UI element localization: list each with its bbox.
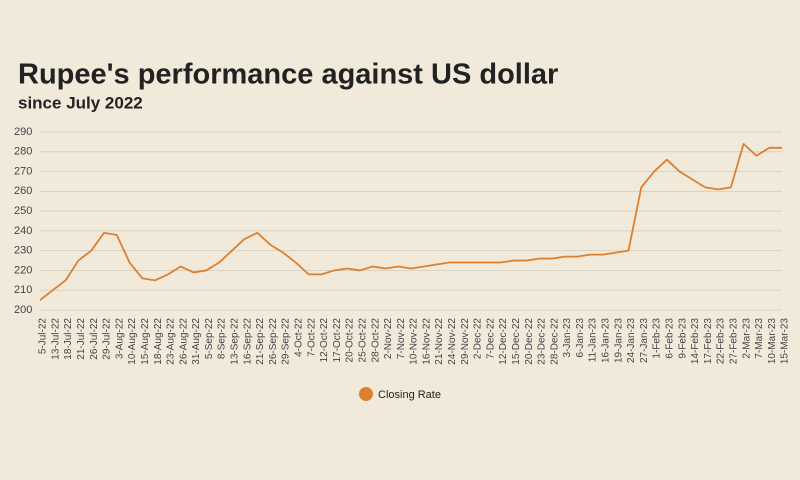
y-tick-label: 240 [14,225,32,237]
x-tick-label: 20-Dec-22 [524,318,535,365]
x-tick-label: 5-Jul-22 [38,318,49,355]
x-tick-label: 25-Oct-22 [357,318,368,363]
x-tick-label: 24-Nov-22 [447,318,458,365]
y-tick-label: 200 [14,304,32,316]
y-tick-label: 290 [14,126,32,138]
x-tick-label: 26-Aug-22 [178,318,189,365]
x-tick-label: 22-Feb-23 [716,318,727,365]
x-tick-label: 15-Mar-23 [780,318,791,365]
y-tick-label: 220 [14,264,32,276]
x-tick-label: 3-Aug-22 [114,318,125,360]
y-tick-label: 250 [14,205,32,217]
x-tick-label: 20-Oct-22 [345,318,356,363]
x-tick-label: 21-Jul-22 [76,318,87,360]
x-tick-label: 7-Dec-22 [485,318,496,360]
x-tick-label: 18-Aug-22 [153,318,164,365]
x-tick-label: 19-Jan-23 [613,318,624,363]
x-tick-label: 23-Aug-22 [166,318,177,365]
x-tick-label: 12-Dec-22 [498,318,509,365]
x-tick-label: 13-Jul-22 [50,318,61,360]
x-tick-label: 10-Nov-22 [409,318,420,365]
x-tick-label: 28-Oct-22 [370,318,381,363]
x-tick-label: 13-Sep-22 [230,318,241,365]
chart-title: Rupee's performance against US dollar [18,59,558,91]
x-tick-label: 21-Sep-22 [255,318,266,365]
x-tick-label: 26-Jul-22 [89,318,100,360]
x-tick-label: 21-Nov-22 [434,318,445,365]
x-tick-label: 11-Jan-23 [588,318,599,363]
x-tick-label: 12-Oct-22 [319,318,330,363]
x-tick-label: 17-Feb-23 [703,318,714,365]
x-tick-label: 4-Oct-22 [294,318,305,357]
x-tick-label: 2-Dec-22 [473,318,484,360]
x-tick-label: 15-Dec-22 [511,318,522,365]
x-tick-label: 16-Nov-22 [421,318,432,365]
x-tick-label: 27-Feb-23 [728,318,739,365]
x-tick-label: 2-Mar-23 [741,318,752,359]
x-tick-label: 7-Nov-22 [396,318,407,360]
x-tick-label: 10-Mar-23 [767,318,778,365]
y-tick-label: 210 [14,284,32,296]
y-tick-label: 260 [14,185,32,197]
x-tick-label: 8-Sep-22 [217,318,228,360]
x-tick-label: 28-Dec-22 [549,318,560,365]
legend-marker [359,387,373,401]
x-tick-label: 24-Jan-23 [626,318,637,363]
x-tick-label: 16-Jan-23 [601,318,612,363]
x-tick-label: 27-Jan-23 [639,318,650,363]
x-tick-label: 31-Aug-22 [191,318,202,365]
x-tick-label: 17-Oct-22 [332,318,343,363]
x-tick-label: 7-Mar-23 [754,318,765,359]
x-tick-label: 7-Oct-22 [306,318,317,357]
x-tick-label: 23-Dec-22 [537,318,548,365]
x-tick-label: 2-Nov-22 [383,318,394,360]
x-tick-label: 29-Jul-22 [102,318,113,360]
x-tick-label: 1-Feb-23 [652,318,663,359]
data-line [39,142,782,301]
x-tick-label: 9-Feb-23 [677,318,688,359]
chart-subtitle: since July 2022 [18,93,143,112]
x-tick-label: 15-Aug-22 [140,318,151,365]
legend-label: Closing Rate [378,389,441,401]
x-tick-label: 10-Aug-22 [127,318,138,365]
x-tick-label: 16-Sep-22 [242,318,253,365]
x-tick-label: 6-Jan-23 [575,318,586,358]
y-tick-label: 280 [14,146,32,158]
y-tick-label: 270 [14,165,32,177]
x-tick-label: 6-Feb-23 [665,318,676,359]
y-tick-label: 230 [14,245,32,257]
x-tick-label: 26-Sep-22 [268,318,279,365]
x-tick-label: 5-Sep-22 [204,318,215,360]
x-tick-label: 14-Feb-23 [690,318,701,365]
x-tick-label: 29-Sep-22 [281,318,292,365]
x-tick-label: 18-Jul-22 [63,318,74,360]
x-tick-label: 29-Nov-22 [460,318,471,365]
x-tick-label: 3-Jan-23 [562,318,573,358]
